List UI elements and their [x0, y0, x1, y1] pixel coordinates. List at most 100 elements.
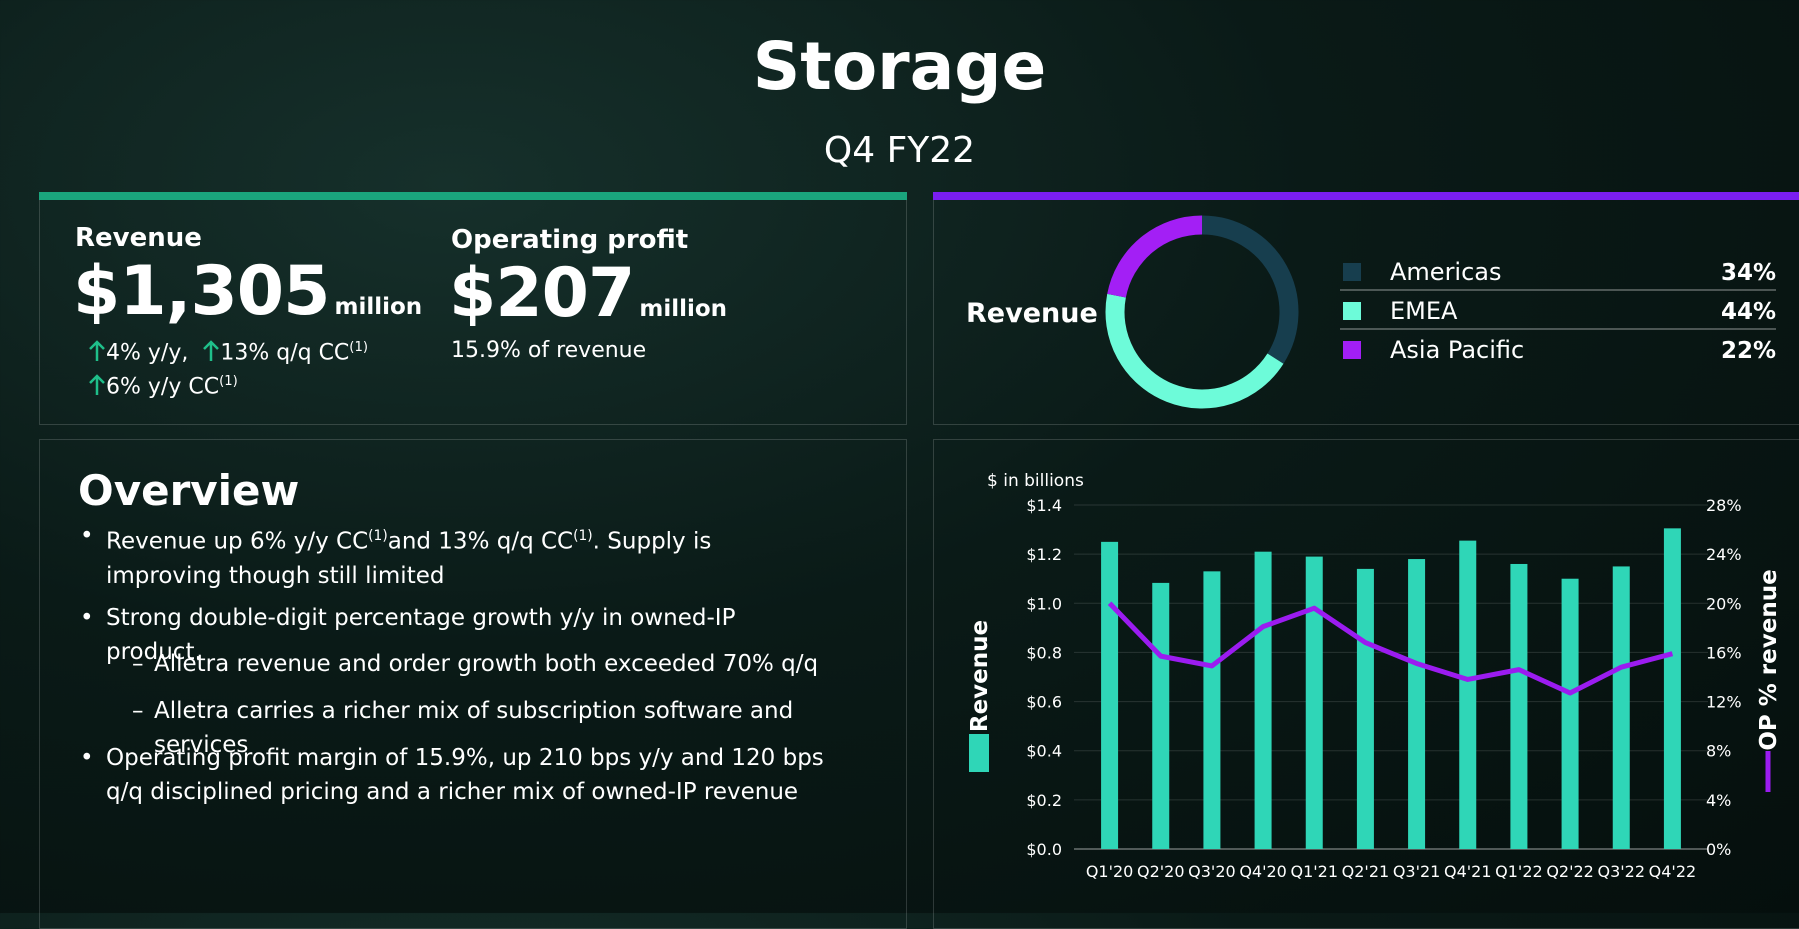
kpi-growth: 6% y/y CC(1): [88, 374, 238, 399]
donut-segment: [1105, 293, 1284, 409]
dot: •: [80, 523, 94, 549]
legend-swatch: [1343, 263, 1361, 281]
bar: [1612, 566, 1630, 849]
kpi-label: Operating profit: [451, 225, 689, 255]
kpi-note: 15.9% of revenue: [451, 338, 647, 363]
up-arrow: [89, 374, 105, 396]
bar: [1356, 568, 1374, 849]
y-tick-label: $0.2: [1026, 791, 1062, 810]
bullet-text: . Supply is improving though still limit…: [106, 528, 712, 589]
x-tick-label: Q3'20: [1188, 862, 1236, 881]
bar: [1561, 578, 1579, 849]
up-arrow: [89, 340, 105, 362]
bar: [1101, 541, 1119, 849]
x-tick-label: Q4'20: [1239, 862, 1287, 881]
bar: [1510, 563, 1528, 849]
y2-tick-label: 8%: [1706, 742, 1731, 761]
bullet-text: Operating profit margin of 15.9%, up 210…: [106, 745, 824, 805]
kpi-label: Revenue: [75, 223, 202, 253]
bullet: – Alletra carries a richer mix of subscri…: [132, 694, 874, 762]
overview-title: Overview: [78, 466, 300, 515]
bullet-text: Revenue up 6% y/y CC: [106, 528, 369, 555]
x-tick-label: Q3'21: [1393, 862, 1441, 881]
dash: –: [132, 651, 144, 677]
kpi-value: $1,305: [73, 252, 330, 331]
bullet-text: Alletra carries a richer mix of subscrip…: [154, 698, 794, 758]
y2-tick-label: 24%: [1706, 545, 1742, 564]
y2-tick-label: 20%: [1706, 594, 1742, 613]
kpi-unit: million: [334, 294, 423, 320]
value-label: 34%: [1721, 260, 1776, 286]
line: [1107, 601, 1674, 696]
legend-label: Americas: [1390, 258, 1502, 286]
page-subtitle: Q4 FY22: [823, 130, 976, 171]
growth-text: 13% q/q CC: [220, 340, 350, 366]
accent-bar: [39, 192, 907, 200]
bullet: • Revenue up 6% y/y CC(1)and 13% q/q CC(1…: [80, 519, 826, 593]
bar: [1305, 556, 1323, 849]
dot: •: [80, 745, 94, 771]
y-tick-label: $0.4: [1026, 742, 1062, 761]
x-tick-label: Q2'22: [1546, 862, 1594, 881]
bar: [1663, 528, 1681, 849]
donut-segment: [1201, 215, 1299, 364]
kpi-unit: million: [639, 296, 728, 322]
kpi-growth: 4% y/y, 13% q/q CC(1): [88, 340, 368, 365]
y2-tick-label: 0%: [1706, 840, 1731, 859]
up-arrow: [203, 340, 220, 362]
legend-swatch: [1343, 341, 1361, 359]
bar: [1459, 540, 1477, 849]
y2-tick-label: 16%: [1706, 643, 1742, 662]
x-tick-label: Q4'21: [1444, 862, 1492, 881]
annotation: $ in billions: [987, 471, 1084, 491]
footnote-ref: (1): [349, 340, 368, 355]
legend-label: Asia Pacific: [1390, 336, 1524, 364]
y-tick-label: $0.0: [1026, 840, 1062, 859]
value-label: 22%: [1721, 338, 1776, 364]
bullet-text: Strong double-digit percentage growth y/…: [106, 605, 736, 665]
bullet-text: and 13% q/q CC: [387, 528, 574, 555]
growth-text: 6% y/y CC: [106, 374, 220, 400]
y2-tick-label: 12%: [1706, 693, 1742, 712]
footnote-ref: (1): [219, 374, 238, 389]
chart-title: Revenue: [966, 298, 1098, 329]
bar: [1152, 582, 1170, 849]
y-tick-label: $0.6: [1026, 693, 1062, 712]
bullet: • Strong double-digit percentage growth y…: [80, 601, 826, 669]
value-label: 44%: [1721, 299, 1776, 325]
x-tick-label: Q4'22: [1649, 862, 1697, 881]
axis-label: Revenue: [967, 620, 993, 732]
x-tick-label: Q1'20: [1086, 862, 1134, 881]
x-tick-label: Q2'21: [1342, 862, 1390, 881]
growth-text: 4% y/y,: [106, 340, 189, 366]
donut-segment: [1107, 215, 1203, 298]
kpi-value-row: $207 million: [449, 254, 727, 333]
dot: •: [80, 605, 94, 631]
bullet: – Alletra revenue and order growth both e…: [132, 647, 874, 681]
bar: [1203, 571, 1221, 849]
legend-swatch: [1343, 302, 1361, 320]
y-tick-label: $1.4: [1026, 496, 1062, 515]
y2-tick-label: 4%: [1706, 791, 1731, 810]
y-tick-label: $0.8: [1026, 643, 1062, 662]
axis-label: OP % revenue: [1756, 569, 1782, 750]
page-title: Storage: [752, 28, 1047, 105]
legend-label: EMEA: [1390, 297, 1458, 325]
footnote-ref: (1): [368, 528, 388, 544]
x-tick-label: Q2'20: [1137, 862, 1185, 881]
y-tick-label: $1.0: [1026, 594, 1062, 613]
accent-bar: [933, 192, 1799, 200]
bullet: • Operating profit margin of 15.9%, up 21…: [80, 741, 826, 809]
kpi-value: $207: [449, 254, 635, 333]
x-tick-label: Q1'21: [1290, 862, 1338, 881]
dash: –: [132, 698, 144, 724]
x-tick-label: Q3'22: [1597, 862, 1645, 881]
y2-tick-label: 28%: [1706, 496, 1742, 515]
kpi-value-row: $1,305 million: [73, 252, 422, 331]
bar: [1254, 551, 1272, 849]
y-tick-label: $1.2: [1026, 545, 1062, 564]
bar: [1408, 559, 1426, 849]
bullet-text: Alletra revenue and order growth both ex…: [154, 651, 819, 677]
